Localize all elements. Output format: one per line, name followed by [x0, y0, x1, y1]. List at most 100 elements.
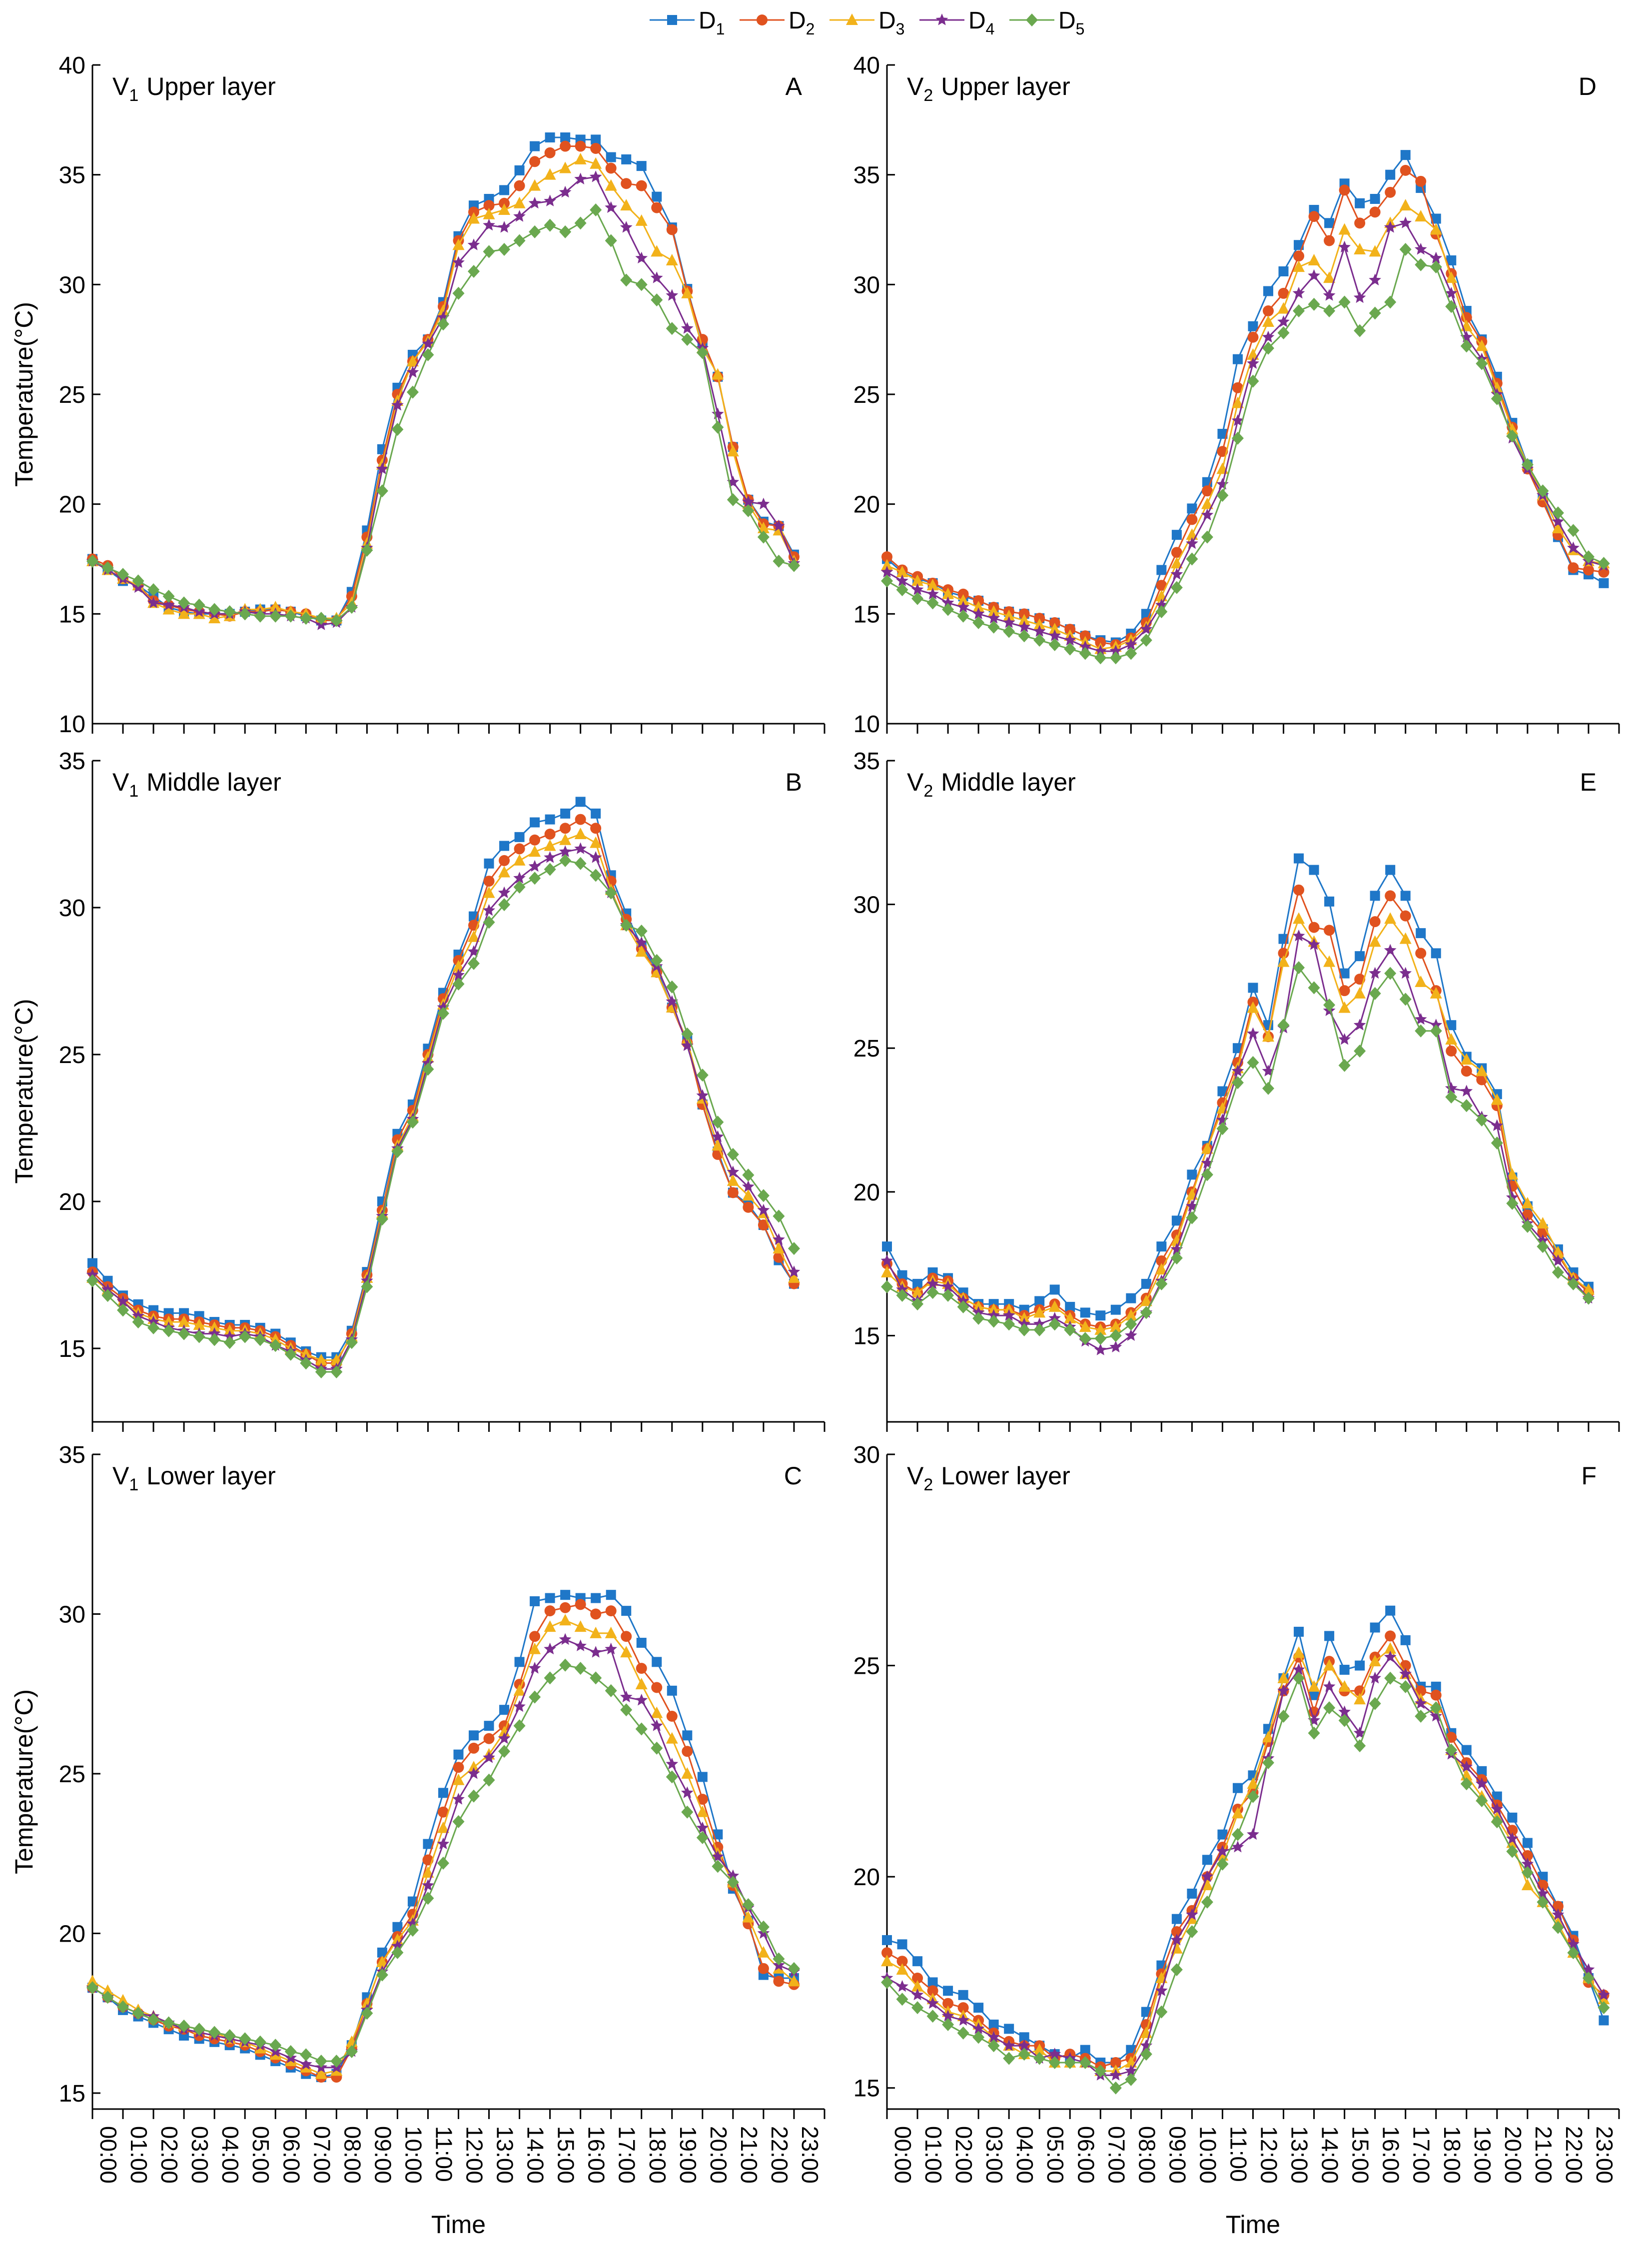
- data-point: [1507, 1812, 1518, 1823]
- data-point: [391, 399, 404, 411]
- data-point: [957, 2026, 969, 2040]
- data-point: [1460, 1085, 1473, 1097]
- data-point: [1445, 1091, 1458, 1104]
- data-point: [559, 845, 572, 857]
- data-point: [1064, 642, 1076, 656]
- data-point: [605, 1605, 617, 1617]
- data-point: [650, 271, 663, 283]
- panel-f: 15 20 25 30 00:00 01:00 02:00 03:00 04:00 05:00 06…: [853, 1442, 1620, 2239]
- data-point: [1231, 1065, 1244, 1077]
- data-point: [1369, 1655, 1381, 1667]
- data-point: [957, 2002, 969, 2014]
- data-point: [1216, 1122, 1229, 1135]
- x-tick-label: 01:00: [126, 2126, 152, 2184]
- series-line: [886, 1609, 1605, 2064]
- data-point: [147, 1315, 160, 1327]
- data-point: [742, 1168, 755, 1182]
- series-line: [92, 1594, 794, 2078]
- data-point: [681, 1805, 694, 1819]
- data-point: [757, 1920, 770, 1934]
- data-point: [636, 180, 647, 191]
- data-point: [973, 595, 984, 606]
- data-point: [681, 1767, 694, 1779]
- data-point: [1033, 2052, 1046, 2065]
- series-line: [92, 208, 795, 622]
- data-point: [1292, 1663, 1305, 1675]
- data-point: [1506, 1196, 1519, 1210]
- data-point: [1370, 193, 1380, 204]
- data-point: [1079, 1320, 1091, 1332]
- data-point: [896, 583, 908, 597]
- data-point: [514, 180, 525, 191]
- data-point: [911, 2001, 924, 2015]
- data-point: [1400, 891, 1411, 901]
- data-point: [1033, 2043, 1046, 2055]
- data-point: [269, 1339, 282, 1352]
- data-point: [1049, 617, 1060, 628]
- data-point: [1170, 557, 1183, 569]
- data-point: [86, 554, 98, 568]
- data-point: [606, 1590, 616, 1600]
- data-point: [147, 583, 160, 597]
- data-point: [1186, 1925, 1198, 1939]
- data-point: [87, 1258, 97, 1268]
- data-point: [1186, 514, 1198, 525]
- data-point: [330, 614, 343, 627]
- data-point: [560, 808, 571, 819]
- data-point: [1521, 1857, 1534, 1870]
- series-d5: [881, 1671, 1610, 2095]
- data-point: [635, 278, 648, 291]
- data-point: [544, 839, 556, 851]
- x-tick-label: 15:00: [1348, 2126, 1374, 2184]
- data-point: [1354, 1739, 1366, 1753]
- data-point: [483, 207, 495, 219]
- data-point: [621, 154, 632, 164]
- data-point: [513, 854, 526, 866]
- data-point: [1294, 853, 1304, 864]
- data-point: [1048, 629, 1061, 641]
- data-point: [239, 1330, 251, 1343]
- data-point: [1262, 315, 1275, 327]
- data-point: [1567, 1277, 1580, 1290]
- y-tick-label: 25: [853, 1036, 880, 1062]
- data-point: [1354, 1693, 1366, 1705]
- legend-label: D3: [878, 7, 904, 38]
- data-point: [681, 1786, 694, 1798]
- data-point: [178, 607, 190, 619]
- data-point: [758, 1963, 769, 1974]
- data-point: [712, 368, 724, 380]
- data-point: [788, 1242, 800, 1255]
- data-point: [712, 1139, 724, 1151]
- data-point: [498, 1745, 511, 1758]
- x-tick-label: 15:00: [553, 2126, 579, 2184]
- data-point: [911, 1980, 924, 1992]
- data-point: [1323, 1680, 1336, 1692]
- panel-letter: F: [1581, 1462, 1597, 1490]
- data-point: [452, 977, 465, 991]
- data-point: [453, 1762, 464, 1773]
- data-point: [1293, 250, 1305, 262]
- data-point: [1415, 1710, 1427, 1723]
- data-point: [972, 2022, 985, 2034]
- series-d1: [87, 797, 799, 1362]
- data-point: [223, 1324, 236, 1336]
- x-tick-label: 07:00: [309, 2126, 335, 2184]
- data-point: [529, 1642, 541, 1654]
- data-point: [284, 609, 297, 623]
- data-point: [912, 1956, 923, 1967]
- data-point: [559, 225, 572, 238]
- data-point: [1354, 217, 1366, 229]
- data-point: [422, 337, 434, 349]
- data-point: [1399, 243, 1412, 256]
- data-point: [1415, 975, 1427, 987]
- data-point: [1430, 987, 1442, 999]
- data-point: [957, 2014, 969, 2026]
- data-point: [727, 1876, 739, 1889]
- data-point: [742, 495, 755, 507]
- data-point: [162, 2016, 175, 2030]
- data-point: [957, 601, 969, 613]
- series-line: [886, 1647, 1605, 2072]
- x-tick-label: 03:00: [981, 2126, 1007, 2184]
- data-point: [514, 843, 525, 855]
- data-point: [544, 863, 556, 876]
